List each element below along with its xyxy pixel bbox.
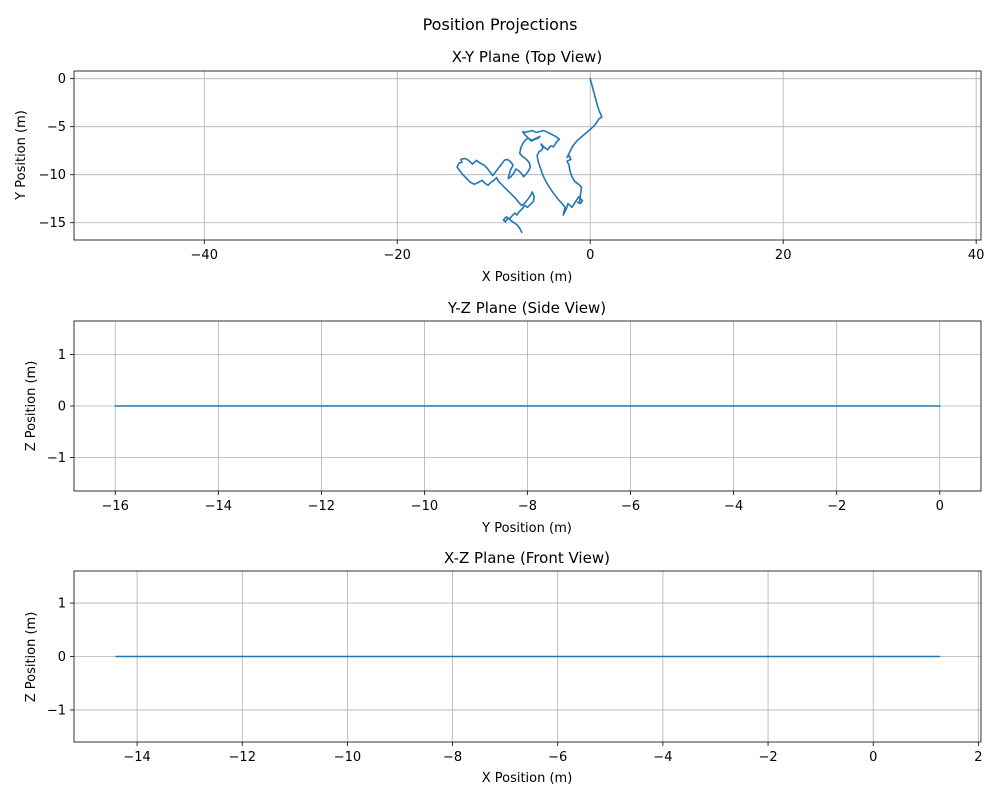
x-tick-label: 0 — [586, 248, 594, 263]
x-tick-label: 2 — [974, 750, 982, 765]
x-tick-label: −2 — [758, 750, 777, 765]
y-tick-label: −10 — [39, 168, 66, 183]
x-tick-label: −4 — [724, 499, 743, 514]
x-tick-label: −12 — [229, 750, 256, 765]
x-tick-label: 0 — [869, 750, 877, 765]
x-tick-label: −20 — [384, 248, 411, 263]
x-tick-label: 20 — [775, 248, 792, 263]
x-tick-label: −10 — [411, 499, 438, 514]
x-tick-label: 0 — [936, 499, 944, 514]
panel-xz-front-view: X-Z Plane (Front View) −14 −12 −10 −8 −6 −4 −2… — [24, 549, 983, 786]
y-tick-label: −15 — [39, 216, 66, 231]
y-tick-label: 0 — [58, 400, 66, 415]
y-tick-label: −5 — [47, 120, 66, 135]
y-axis-label: Z Position (m) — [24, 361, 39, 452]
y-tick-label: 0 — [58, 72, 66, 87]
figure-title: Position Projections — [423, 15, 578, 34]
x-tick-label: −6 — [548, 750, 567, 765]
panel-title: Y-Z Plane (Side View) — [447, 299, 606, 317]
x-tick-label: −14 — [205, 499, 232, 514]
y-tick-label: −1 — [47, 703, 66, 718]
x-tick-label: −10 — [334, 750, 361, 765]
x-tick-label: −8 — [518, 499, 537, 514]
y-tick-label: 0 — [58, 650, 66, 665]
y-tick-label: 1 — [58, 597, 66, 612]
x-tick-label: −2 — [827, 499, 846, 514]
panel-xy-top-view: X-Y Plane (Top View) −40 −20 0 20 40 −15 −10 −5… — [14, 48, 984, 285]
x-tick-label: −14 — [123, 750, 150, 765]
x-tick-label: −16 — [102, 499, 129, 514]
x-tick-label: −12 — [308, 499, 335, 514]
x-tick-label: −8 — [443, 750, 462, 765]
x-tick-label: −6 — [621, 499, 640, 514]
plot-frame — [73, 70, 982, 241]
y-tick-label: 1 — [58, 348, 66, 363]
x-axis-label: Y Position (m) — [481, 521, 572, 536]
panel-title: X-Z Plane (Front View) — [444, 549, 610, 567]
x-tick-label: −4 — [653, 750, 672, 765]
y-tick-label: −1 — [47, 451, 66, 466]
y-axis-label: Y Position (m) — [14, 110, 29, 201]
x-tick-label: 40 — [968, 248, 985, 263]
y-axis-label: Z Position (m) — [24, 612, 39, 703]
trajectory-line — [456, 77, 603, 234]
panel-yz-side-view: Y-Z Plane (Side View) −16 −14 −12 −10 −8 −6 −4… — [24, 299, 982, 536]
x-axis-label: X Position (m) — [482, 771, 573, 786]
x-axis-label: X Position (m) — [482, 270, 573, 285]
panel-title: X-Y Plane (Top View) — [452, 48, 602, 66]
x-tick-label: −40 — [191, 248, 218, 263]
